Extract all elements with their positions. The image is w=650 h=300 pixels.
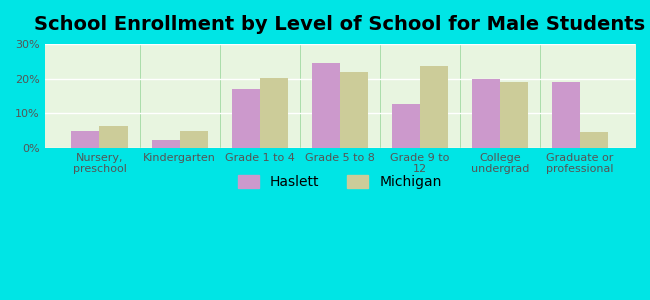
Bar [72,130,99,148]
Bar [179,130,207,148]
Bar [580,131,608,148]
Bar [99,126,127,148]
Bar [260,78,288,148]
Bar [472,79,500,148]
Bar [151,140,179,148]
Legend: Haslett, Michigan: Haslett, Michigan [233,170,447,195]
Bar [340,72,368,148]
Bar [552,82,580,148]
Bar [392,104,420,148]
Bar [500,82,528,148]
Title: School Enrollment by Level of School for Male Students: School Enrollment by Level of School for… [34,15,645,34]
Bar [420,66,448,148]
Bar [312,63,340,148]
Bar [231,89,260,148]
